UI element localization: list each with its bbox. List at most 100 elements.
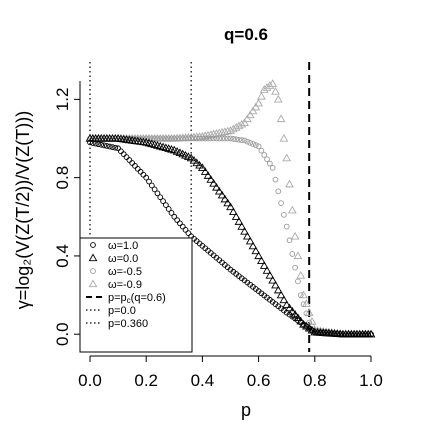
y-tick-label: 1.2 — [53, 88, 72, 112]
data-point — [271, 280, 280, 289]
x-tick-label: 0.4 — [191, 371, 215, 390]
data-point — [265, 81, 275, 89]
y-tick-label: 0.8 — [53, 166, 72, 190]
data-point — [146, 135, 152, 142]
data-point — [182, 135, 189, 142]
data-point — [177, 135, 183, 142]
data-point — [217, 127, 227, 136]
data-point — [320, 329, 327, 336]
data-point — [230, 136, 237, 142]
data-point — [217, 190, 227, 199]
data-point — [273, 94, 283, 103]
y-axis-label: γ=log₂(V(Z(T/2))/V(Z(T))) — [13, 111, 33, 309]
data-point — [258, 147, 265, 154]
data-point — [237, 119, 247, 128]
data-point — [317, 329, 324, 336]
data-point — [362, 331, 369, 338]
data-point — [359, 331, 366, 338]
data-point — [137, 168, 144, 175]
data-point — [228, 207, 238, 216]
data-point — [295, 278, 301, 285]
data-point — [126, 157, 133, 163]
data-point — [179, 135, 186, 142]
data-point — [207, 135, 214, 142]
data-point — [268, 79, 278, 87]
data-point — [296, 270, 306, 279]
data-point — [202, 135, 209, 142]
chart-title: q=0.6 — [224, 25, 268, 44]
data-point — [242, 231, 252, 240]
data-point — [132, 163, 138, 169]
data-point — [163, 202, 169, 208]
data-point — [236, 136, 242, 143]
data-point — [240, 226, 249, 235]
data-point — [326, 330, 332, 337]
data-point — [213, 135, 220, 142]
data-point — [340, 331, 346, 338]
data-point — [115, 145, 121, 152]
series-0 — [87, 139, 374, 338]
data-point — [271, 87, 280, 95]
data-point — [254, 251, 263, 260]
data-point — [279, 133, 289, 142]
data-point — [224, 135, 231, 142]
data-point — [293, 251, 303, 260]
data-point — [247, 139, 254, 146]
data-point — [216, 135, 223, 142]
legend-label-1: ω=0.0 — [108, 253, 138, 265]
data-point — [269, 165, 276, 171]
data-point — [148, 182, 155, 189]
data-point — [196, 135, 203, 142]
data-point — [234, 217, 244, 225]
y-tick-label: 0.0 — [53, 322, 72, 346]
data-point — [293, 313, 303, 322]
data-point — [106, 143, 113, 150]
data-point — [314, 329, 321, 336]
data-point — [214, 186, 224, 195]
data-point — [331, 330, 338, 337]
data-point — [300, 301, 307, 308]
data-point — [191, 135, 197, 142]
data-point — [262, 266, 272, 274]
data-point — [241, 137, 248, 144]
legend: ω=1.0ω=0.0ω=-0.5ω=-0.9p=pc(q=0.6)p=0.0p=… — [79, 237, 193, 353]
data-point — [275, 188, 282, 195]
data-point — [259, 85, 269, 93]
data-point — [206, 175, 216, 183]
data-point — [182, 226, 189, 233]
data-point — [238, 137, 245, 143]
data-point — [123, 154, 130, 160]
data-point — [186, 153, 196, 162]
data-point — [226, 202, 235, 211]
data-point — [264, 156, 270, 163]
legend-symbol-2 — [90, 268, 96, 274]
data-point — [92, 140, 99, 147]
data-point — [174, 135, 180, 142]
data-point — [276, 114, 286, 123]
data-point — [101, 142, 107, 149]
legend-box — [79, 237, 193, 353]
data-point — [290, 231, 300, 240]
data-point — [323, 330, 329, 336]
data-point — [192, 158, 202, 167]
data-point — [165, 135, 172, 142]
data-point — [143, 174, 150, 181]
data-point — [174, 217, 180, 223]
data-point — [203, 171, 213, 179]
data-point — [245, 236, 255, 245]
x-tick-label: 0.6 — [247, 371, 271, 390]
data-point — [244, 138, 251, 145]
data-point — [220, 194, 230, 203]
data-point — [248, 241, 258, 250]
data-point — [185, 135, 192, 142]
data-point — [120, 151, 127, 158]
data-point — [242, 114, 252, 123]
data-point — [281, 211, 287, 218]
data-point — [154, 190, 161, 197]
data-point — [154, 135, 161, 142]
data-point — [286, 237, 293, 244]
data-point — [240, 118, 249, 126]
data-point — [195, 160, 204, 169]
data-point — [272, 176, 279, 183]
